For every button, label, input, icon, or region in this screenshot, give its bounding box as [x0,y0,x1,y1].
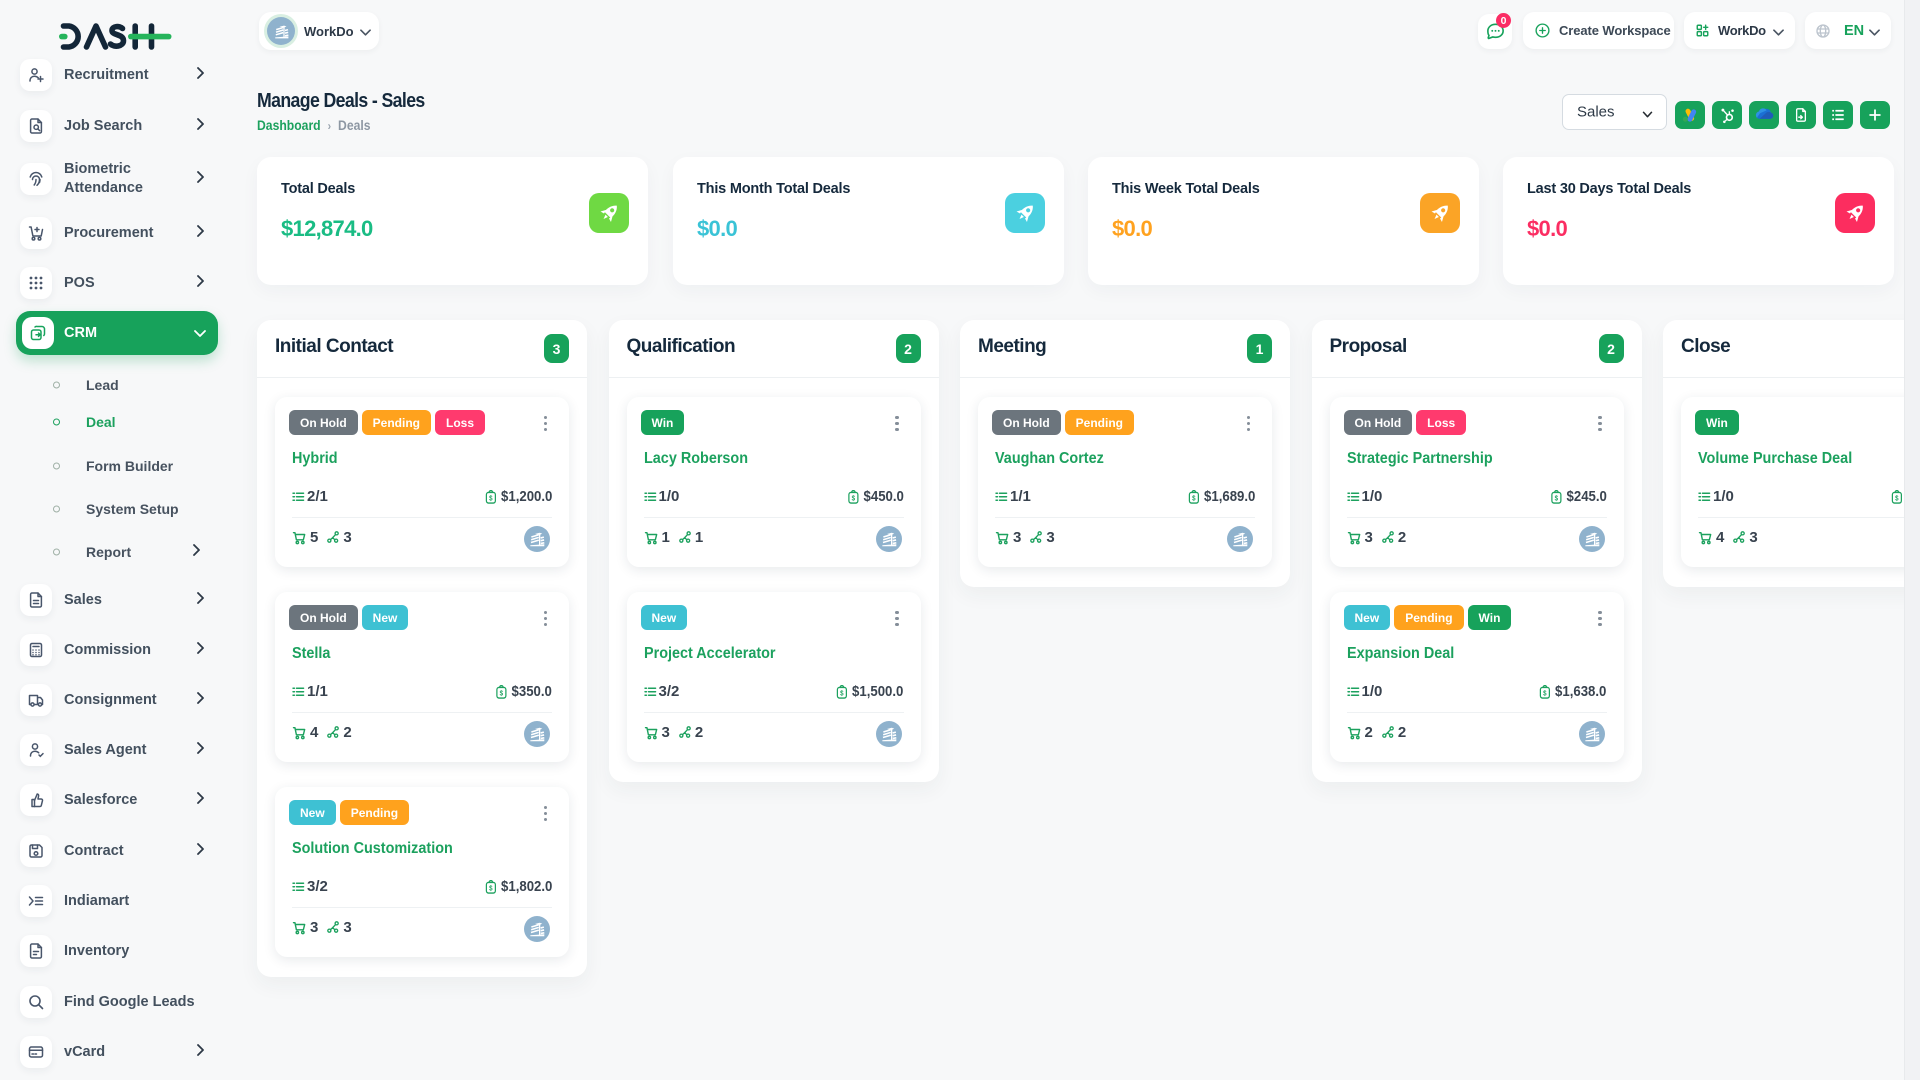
svg-text:$: $ [1895,495,1899,502]
svg-text:$: $ [489,885,493,892]
svg-text:$: $ [1554,495,1558,502]
svg-text:$: $ [851,495,855,502]
svg-text:$: $ [1192,495,1196,502]
svg-text:$: $ [840,690,844,697]
svg-text:$: $ [1543,690,1547,697]
svg-text:$: $ [500,690,504,697]
svg-text:$: $ [489,495,493,502]
